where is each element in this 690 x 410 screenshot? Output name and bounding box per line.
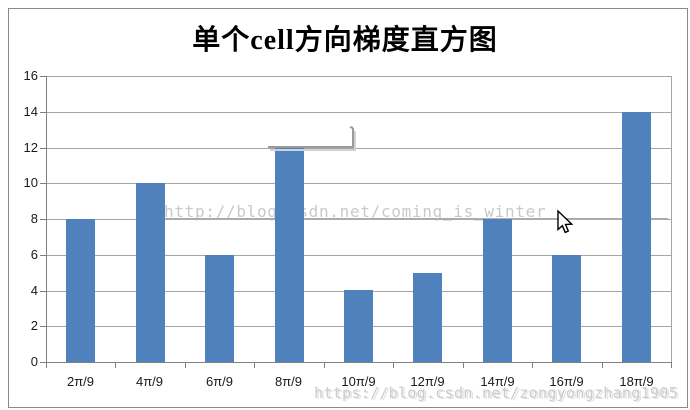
gridline <box>46 148 671 149</box>
y-axis-tick <box>40 291 46 292</box>
x-axis-label: 12π/9 <box>410 374 445 389</box>
gridline <box>46 112 671 113</box>
y-axis-label: 14 <box>23 104 38 119</box>
gridline <box>46 183 671 184</box>
y-axis-tick <box>40 148 46 149</box>
bar <box>275 147 304 362</box>
bar <box>552 255 581 362</box>
y-axis-label: 16 <box>23 68 38 83</box>
bar <box>344 290 373 362</box>
x-axis-label: 14π/9 <box>480 374 515 389</box>
x-axis-label: 18π/9 <box>619 374 654 389</box>
x-axis-tick <box>393 362 394 368</box>
bar <box>66 219 95 362</box>
x-axis-line <box>46 362 672 363</box>
y-axis-label: 8 <box>30 211 38 226</box>
y-axis-tick <box>40 112 46 113</box>
x-axis-tick <box>254 362 255 368</box>
y-axis-tick <box>40 183 46 184</box>
bar <box>622 112 651 362</box>
plot-right-border <box>671 76 672 362</box>
y-axis-label: 4 <box>30 283 38 298</box>
y-axis-label: 10 <box>23 175 38 190</box>
x-axis-label: 8π/9 <box>274 374 303 389</box>
x-axis-tick <box>671 362 672 368</box>
x-axis-tick <box>324 362 325 368</box>
bar <box>483 219 512 362</box>
y-axis-tick <box>40 76 46 77</box>
y-axis-tick <box>40 255 46 256</box>
y-axis-tick <box>40 326 46 327</box>
x-axis-label: 10π/9 <box>341 374 376 389</box>
x-axis-label: 6π/9 <box>205 374 234 389</box>
x-axis-tick <box>602 362 603 368</box>
y-axis-label: 2 <box>30 318 38 333</box>
bar <box>413 273 442 362</box>
x-axis-tick <box>46 362 47 368</box>
x-axis-tick <box>532 362 533 368</box>
watermark-bottom: https://blog.csdn.net/zongyongzhang1905 <box>314 384 678 402</box>
bar <box>136 183 165 362</box>
y-axis-tick <box>40 219 46 220</box>
y-axis-label: 0 <box>30 354 38 369</box>
x-axis-label: 4π/9 <box>135 374 164 389</box>
y-axis-label: 12 <box>23 140 38 155</box>
watermark-middle: http://blog.csdn.net/coming_is_winter <box>164 202 547 221</box>
x-axis-tick <box>463 362 464 368</box>
x-axis-tick <box>115 362 116 368</box>
y-axis-line <box>46 76 47 362</box>
x-axis-tick <box>185 362 186 368</box>
y-axis-tick <box>40 362 46 363</box>
gridline <box>46 255 671 256</box>
gridline <box>46 76 671 77</box>
x-axis-label: 16π/9 <box>549 374 584 389</box>
watermark-strikethrough-line <box>164 218 668 220</box>
y-axis-label: 6 <box>30 247 38 262</box>
x-axis-label: 2π/9 <box>66 374 95 389</box>
chart-title: 单个cell方向梯度直方图 <box>192 25 498 56</box>
bar <box>205 255 234 362</box>
